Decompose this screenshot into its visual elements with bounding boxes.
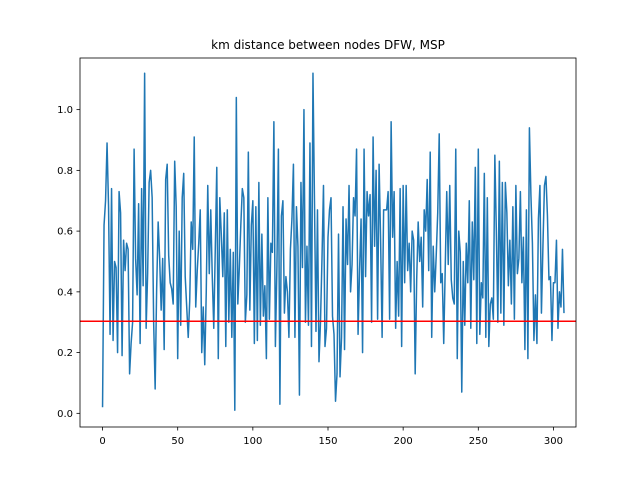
y-tick-label: 1.0 xyxy=(57,105,73,116)
y-tick-label: 0.4 xyxy=(57,287,73,298)
x-tick-label: 250 xyxy=(469,436,488,447)
series-line xyxy=(101,72,565,412)
y-axis: 0.0 0.2 0.4 0.6 0.8 1.0 xyxy=(57,105,80,420)
y-tick-label: 0.6 xyxy=(57,227,73,238)
x-tick-label: 150 xyxy=(318,436,337,447)
x-tick-label: 300 xyxy=(544,436,563,447)
x-tick-label: 50 xyxy=(171,436,184,447)
x-tick-label: 200 xyxy=(394,436,413,447)
plot-frame xyxy=(79,57,577,428)
chart-title: km distance between nodes DFW, MSP xyxy=(211,38,445,52)
x-tick-label: 100 xyxy=(243,436,262,447)
y-tick-label: 0.0 xyxy=(57,409,73,420)
x-axis: 0 50 100 150 200 250 300 xyxy=(99,427,563,447)
x-tick-label: 0 xyxy=(99,436,105,447)
y-tick-label: 0.2 xyxy=(57,348,73,359)
y-tick-label: 0.8 xyxy=(57,166,73,177)
series-layer xyxy=(101,72,565,412)
